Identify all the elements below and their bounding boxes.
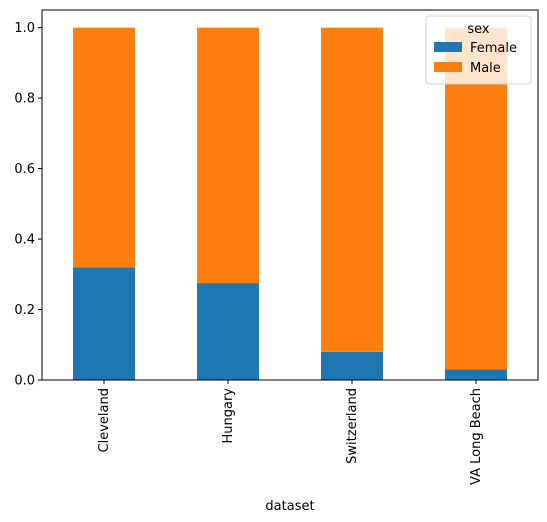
bar-male-hungary xyxy=(197,27,259,284)
x-tick-label: Cleveland xyxy=(97,388,112,452)
bar-male-switzerland xyxy=(321,27,383,352)
x-tick-label: VA Long Beach xyxy=(469,388,484,485)
bar-male-cleveland xyxy=(73,27,135,268)
y-tick-label: 0.6 xyxy=(14,162,35,177)
legend: sex Female Male xyxy=(425,15,532,85)
bar-female-va-long-beach xyxy=(445,369,507,380)
x-tick-label: Switzerland xyxy=(345,388,360,464)
plot-frame xyxy=(41,9,539,381)
y-tick-label: 1.0 xyxy=(14,21,35,36)
bar-male-va-long-beach xyxy=(445,27,507,370)
y-tick-label: 0.4 xyxy=(14,233,35,248)
bar-female-cleveland xyxy=(73,267,135,380)
y-tick-label: 0.0 xyxy=(14,374,35,389)
legend-swatch-male xyxy=(434,62,462,72)
bar-female-switzerland xyxy=(321,351,383,380)
legend-title: sex xyxy=(467,22,490,37)
y-tick-label: 0.2 xyxy=(14,303,35,318)
axes-layer: Cleveland Hungary Switzerland VA Long Beach… xyxy=(14,9,539,485)
legend-label-female: Female xyxy=(470,41,517,56)
legend-label-male: Male xyxy=(470,61,501,76)
x-axis-label: dataset xyxy=(265,499,314,514)
bars-layer xyxy=(73,27,507,380)
x-tick-label: Hungary xyxy=(221,388,236,444)
legend-swatch-female xyxy=(434,42,462,52)
bar-female-hungary xyxy=(197,283,259,380)
y-tick-label: 0.8 xyxy=(14,92,35,107)
